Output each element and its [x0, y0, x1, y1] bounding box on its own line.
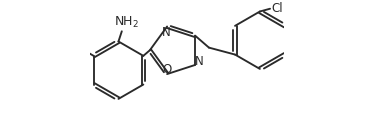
Text: Cl: Cl — [271, 2, 283, 15]
Text: NH$_2$: NH$_2$ — [114, 15, 139, 30]
Text: N: N — [195, 55, 204, 68]
Text: O: O — [162, 63, 172, 76]
Text: N: N — [162, 26, 171, 39]
